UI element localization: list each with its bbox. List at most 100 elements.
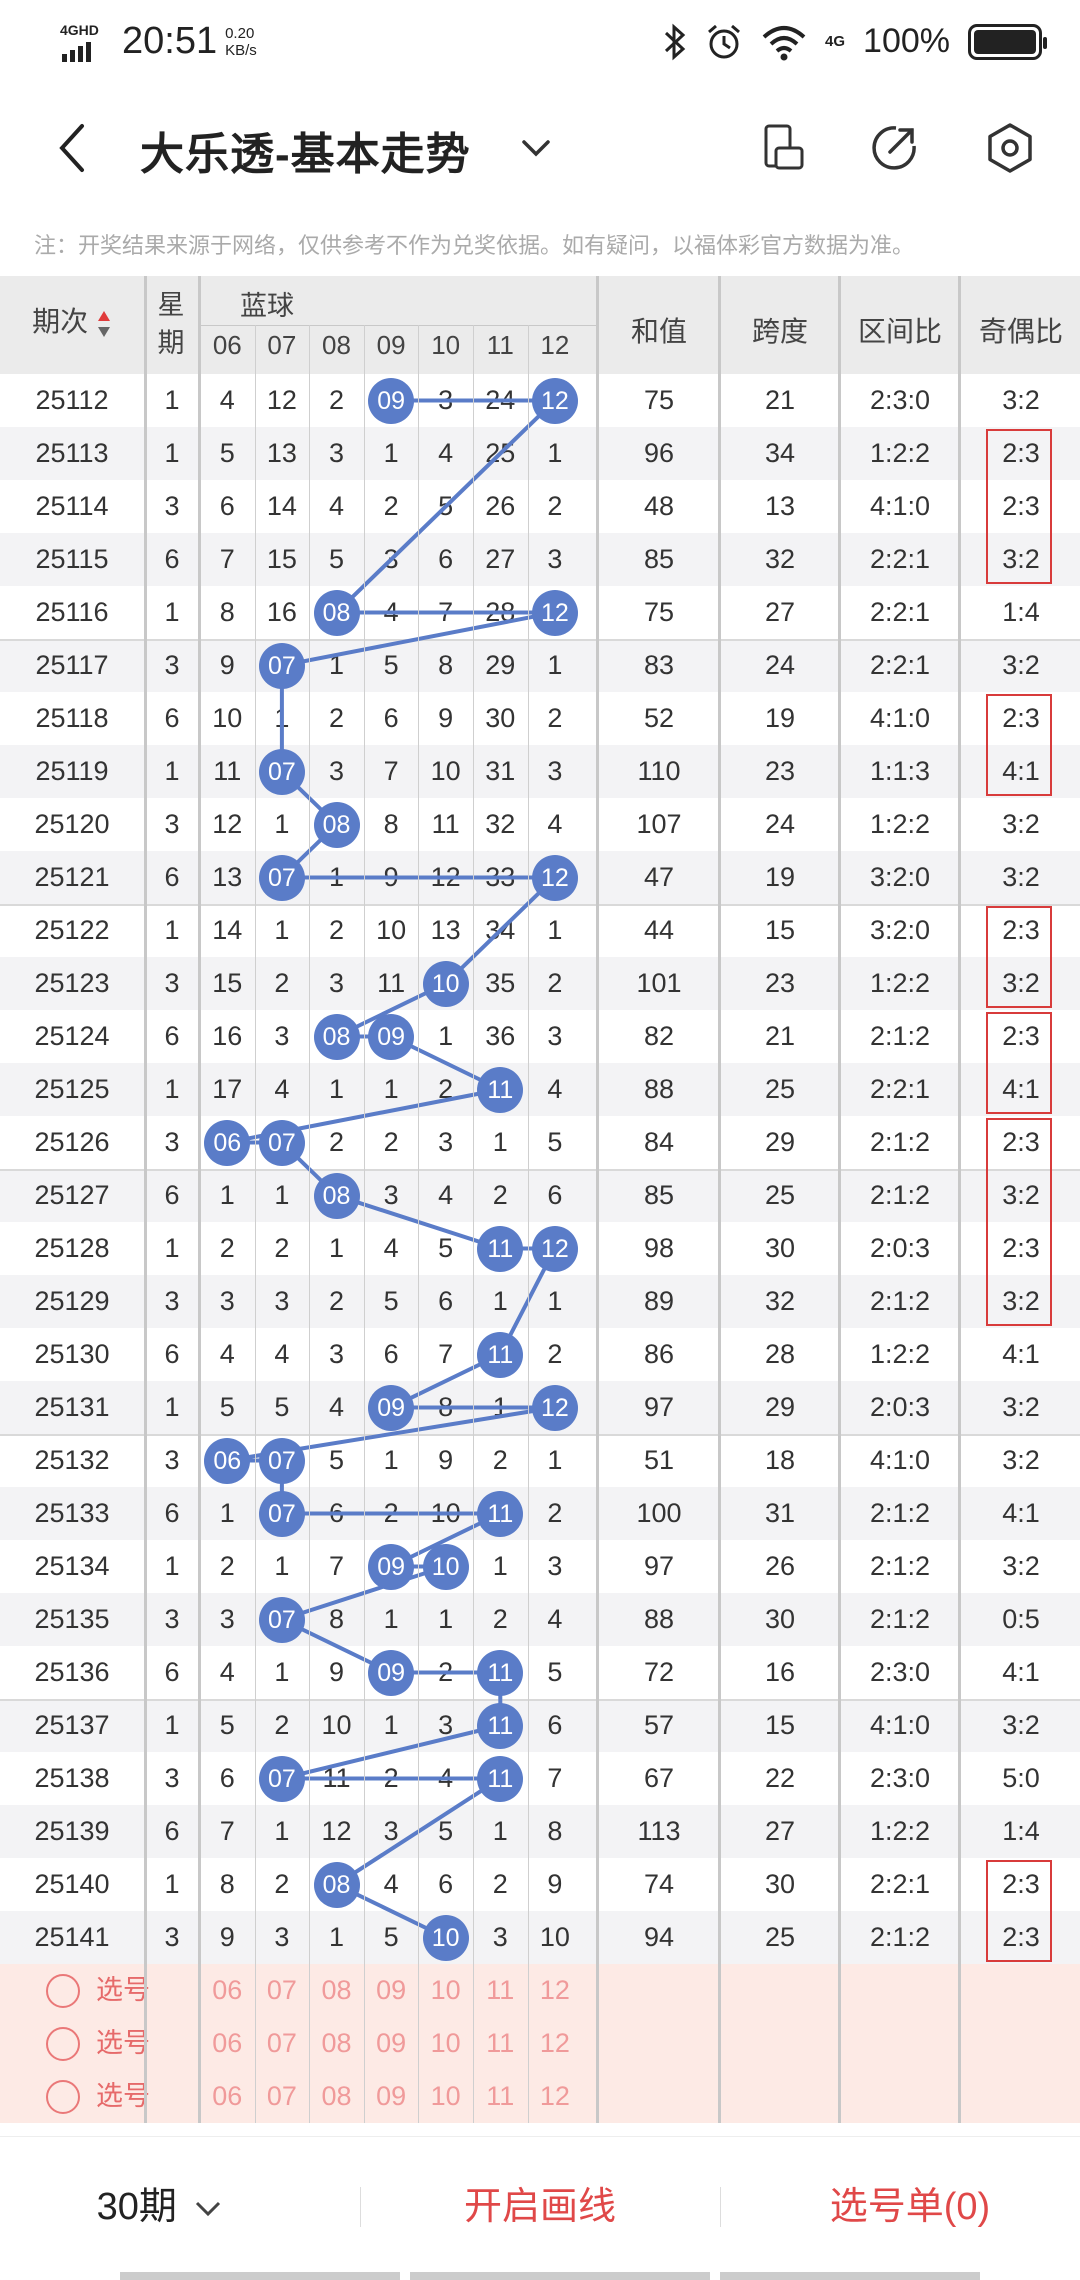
- miss-count: 2: [328, 1286, 344, 1316]
- blue-ball[interactable]: 08: [313, 589, 360, 636]
- issue-cell: 25124: [34, 1021, 110, 1051]
- miss-count: 6: [438, 544, 454, 574]
- draw-line-button[interactable]: 开启画线: [463, 2186, 616, 2228]
- pick-label[interactable]: 选号: [96, 2028, 150, 2058]
- miss-count: 1: [383, 1445, 399, 1475]
- pick-number-10[interactable]: 10: [430, 2081, 461, 2111]
- pick-radio[interactable]: [46, 2080, 80, 2114]
- share-icon[interactable]: [866, 120, 922, 176]
- blue-ball[interactable]: 12: [531, 589, 578, 636]
- blue-ball[interactable]: 08: [313, 1013, 360, 1060]
- blue-ball[interactable]: 08: [313, 1172, 360, 1219]
- blue-ball[interactable]: 07: [258, 748, 305, 795]
- chevron-down-icon[interactable]: [516, 130, 556, 166]
- pick-number-11[interactable]: 11: [486, 2081, 515, 2111]
- pick-number-08[interactable]: 08: [321, 1975, 352, 2005]
- miss-count: 5: [383, 1286, 399, 1316]
- pick-radio[interactable]: [46, 1974, 80, 2008]
- odd-even-cell: 2:3: [1002, 1021, 1040, 1051]
- odd-even-cell: 3:2: [1002, 650, 1040, 680]
- pick-number-07[interactable]: 07: [266, 1975, 297, 2005]
- miss-count: 4: [219, 385, 235, 415]
- blue-ball[interactable]: 12: [531, 1384, 578, 1431]
- pick-label[interactable]: 选号: [96, 2081, 150, 2111]
- miss-count: 10: [212, 703, 243, 733]
- back-icon[interactable]: [48, 118, 98, 178]
- page-title[interactable]: 大乐透-基本走势: [140, 130, 471, 179]
- pick-number-06[interactable]: 06: [212, 2081, 243, 2111]
- miss-count: 31: [485, 756, 516, 786]
- blue-ball[interactable]: 08: [313, 1861, 360, 1908]
- blue-ball[interactable]: 09: [368, 1543, 415, 1590]
- blue-header-06: 06: [212, 330, 242, 360]
- pick-label[interactable]: 选号: [96, 1975, 150, 2005]
- blue-ball[interactable]: 07: [258, 854, 305, 901]
- pick-number-12[interactable]: 12: [539, 2028, 570, 2058]
- blue-ball[interactable]: 07: [258, 642, 305, 689]
- blue-ball[interactable]: 09: [368, 1384, 415, 1431]
- span-cell: 26: [764, 1551, 796, 1581]
- blue-ball[interactable]: 10: [422, 960, 469, 1007]
- blue-ball[interactable]: 10: [422, 1914, 469, 1961]
- pick-number-12[interactable]: 12: [539, 2081, 570, 2111]
- screen-rotate-icon[interactable]: [756, 120, 812, 176]
- blue-ball[interactable]: 11: [477, 1331, 524, 1378]
- blue-ball[interactable]: 09: [368, 377, 415, 424]
- sum-cell: 97: [643, 1392, 675, 1422]
- blue-ball[interactable]: 12: [531, 377, 578, 424]
- pick-radio[interactable]: [46, 2027, 80, 2061]
- sort-icon[interactable]: [96, 309, 112, 339]
- blue-ball[interactable]: 11: [477, 1225, 524, 1272]
- miss-count: 5: [547, 1127, 563, 1157]
- blue-ball[interactable]: 08: [313, 801, 360, 848]
- pick-number-08[interactable]: 08: [321, 2081, 352, 2111]
- col-header-zone-ratio: 区间比: [857, 316, 942, 347]
- span-cell: 22: [764, 1763, 796, 1793]
- blue-ball[interactable]: 07: [258, 1755, 305, 1802]
- settings-icon[interactable]: [982, 120, 1038, 176]
- blue-ball[interactable]: 09: [368, 1013, 415, 1060]
- pick-number-09[interactable]: 09: [376, 2081, 407, 2111]
- pick-number-06[interactable]: 06: [212, 1975, 243, 2005]
- period-selector[interactable]: 30期: [60, 2137, 260, 2280]
- pick-number-07[interactable]: 07: [266, 2028, 297, 2058]
- pick-number-11[interactable]: 11: [486, 2028, 515, 2058]
- miss-count: 1: [383, 1604, 399, 1634]
- pick-number-06[interactable]: 06: [212, 2028, 243, 2058]
- pick-number-10[interactable]: 10: [430, 2028, 461, 2058]
- blue-ball[interactable]: 11: [477, 1649, 524, 1696]
- blue-ball[interactable]: 11: [477, 1066, 524, 1113]
- pick-number-09[interactable]: 09: [376, 1975, 407, 2005]
- pick-number-11[interactable]: 11: [486, 1975, 515, 2005]
- pick-number-12[interactable]: 12: [539, 1975, 570, 2005]
- blue-ball[interactable]: 12: [531, 854, 578, 901]
- highlight-box: [986, 1860, 1052, 1962]
- miss-count: 7: [383, 756, 399, 786]
- blue-ball[interactable]: 06: [204, 1437, 251, 1484]
- selection-list-button[interactable]: 选号单(0): [829, 2186, 991, 2228]
- miss-count: 15: [266, 544, 297, 574]
- blue-ball[interactable]: 12: [531, 1225, 578, 1272]
- blue-ball[interactable]: 10: [422, 1543, 469, 1590]
- blue-ball[interactable]: 06: [204, 1119, 251, 1166]
- span-cell: 15: [764, 1710, 796, 1740]
- zone-ratio-cell: 1:2:2: [869, 1339, 931, 1369]
- blue-ball[interactable]: 07: [258, 1596, 305, 1643]
- weekday-cell: 1: [164, 915, 180, 945]
- blue-ball[interactable]: 11: [477, 1755, 524, 1802]
- pick-number-09[interactable]: 09: [376, 2028, 407, 2058]
- blue-ball[interactable]: 11: [477, 1490, 524, 1537]
- odd-even-cell: 4:1: [1002, 1498, 1040, 1528]
- blue-ball[interactable]: 07: [258, 1490, 305, 1537]
- blue-ball[interactable]: 11: [477, 1702, 524, 1749]
- blue-ball[interactable]: 07: [258, 1119, 305, 1166]
- blue-ball[interactable]: 09: [368, 1649, 415, 1696]
- pick-number-07[interactable]: 07: [266, 2081, 297, 2111]
- sum-cell: 88: [643, 1074, 675, 1104]
- pick-number-08[interactable]: 08: [321, 2028, 352, 2058]
- blue-ball[interactable]: 07: [258, 1437, 305, 1484]
- col-header-issue[interactable]: 期次: [0, 300, 144, 340]
- pick-number-10[interactable]: 10: [430, 1975, 461, 2005]
- bluetooth-icon: [664, 23, 686, 60]
- span-cell: 34: [764, 438, 796, 468]
